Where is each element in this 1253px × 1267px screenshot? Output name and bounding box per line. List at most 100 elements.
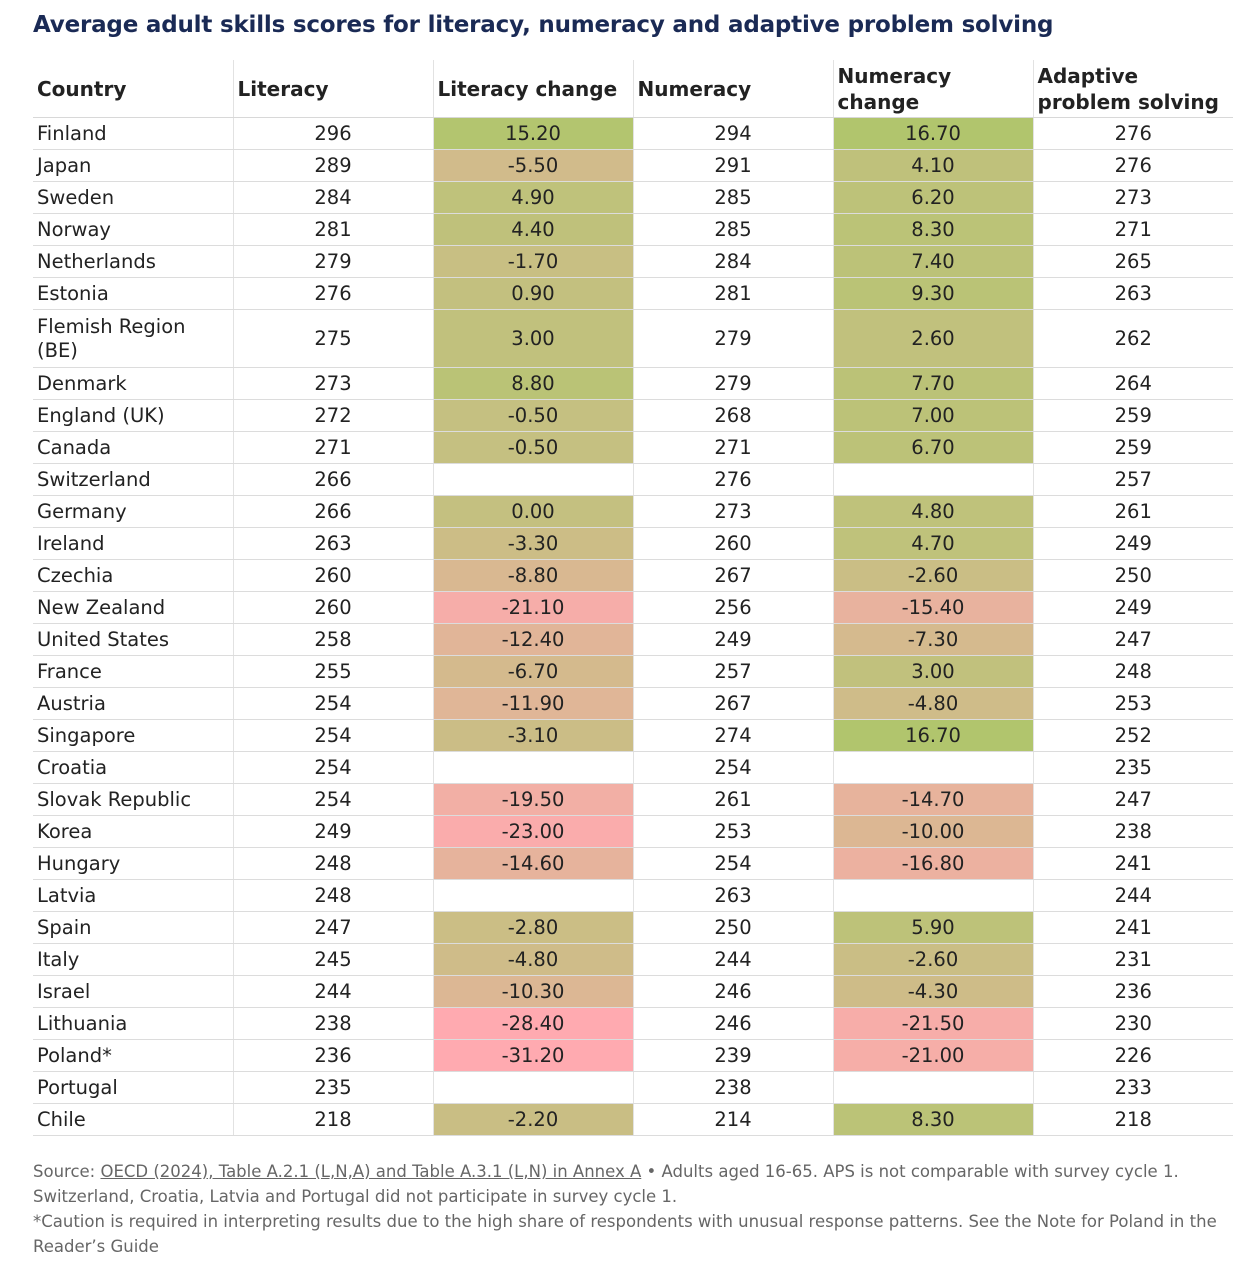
cell-country: Flemish Region (BE): [33, 309, 233, 368]
cell-adaptive-problem-solving: 252: [1032, 719, 1233, 752]
cell-literacy: 245: [232, 943, 433, 976]
cell-literacy-change: -6.70: [432, 655, 633, 688]
cell-country: United States: [33, 623, 233, 656]
source-link[interactable]: OECD (2024), Table A.2.1 (L,N,A) and Tab…: [100, 1162, 642, 1181]
table-row: Latvia 248 263 244: [33, 879, 1233, 912]
table-row: Czechia 260 -8.80 267 -2.60 250: [33, 559, 1233, 592]
cell-adaptive-problem-solving: 276: [1032, 117, 1233, 150]
cell-literacy-change: 4.90: [432, 181, 633, 214]
cell-adaptive-problem-solving: 241: [1032, 847, 1233, 880]
table-row: Portugal 235 238 233: [33, 1071, 1233, 1104]
table-row: Slovak Republic 254 -19.50 261 -14.70 247: [33, 783, 1233, 816]
cell-country: Portugal: [33, 1071, 233, 1104]
cell-adaptive-problem-solving: 247: [1032, 623, 1233, 656]
cell-country: Sweden: [33, 181, 233, 214]
cell-literacy-change: -28.40: [432, 1007, 633, 1040]
cell-adaptive-problem-solving: 264: [1032, 367, 1233, 400]
cell-numeracy-change: 7.40: [832, 245, 1033, 278]
cell-numeracy-change: 5.90: [832, 911, 1033, 944]
table-row: Denmark 273 8.80 279 7.70 264: [33, 367, 1233, 400]
cell-literacy-change: [432, 879, 633, 912]
cell-numeracy-change: 6.70: [832, 431, 1033, 464]
cell-adaptive-problem-solving: 247: [1032, 783, 1233, 816]
cell-numeracy: 246: [632, 975, 833, 1008]
cell-numeracy-change: 4.80: [832, 495, 1033, 528]
cell-numeracy-change: -2.60: [832, 943, 1033, 976]
cell-adaptive-problem-solving: 257: [1032, 463, 1233, 496]
cell-numeracy-change: 16.70: [832, 719, 1033, 752]
cell-numeracy-change: -21.00: [832, 1039, 1033, 1072]
table-row: Italy 245 -4.80 244 -2.60 231: [33, 943, 1233, 976]
table-row: United States 258 -12.40 249 -7.30 247: [33, 623, 1233, 656]
cell-numeracy: 263: [632, 879, 833, 912]
cell-numeracy-change: 4.70: [832, 527, 1033, 560]
cell-country: Ireland: [33, 527, 233, 560]
table-row: Chile 218 -2.20 214 8.30 218: [33, 1103, 1233, 1136]
cell-literacy: 254: [232, 687, 433, 720]
cell-adaptive-problem-solving: 261: [1032, 495, 1233, 528]
cell-country: Austria: [33, 687, 233, 720]
cell-country: Lithuania: [33, 1007, 233, 1040]
chart-title: Average adult skills scores for literacy…: [33, 12, 1054, 38]
cell-numeracy: 244: [632, 943, 833, 976]
cell-numeracy-change: 3.00: [832, 655, 1033, 688]
cell-numeracy-change: -14.70: [832, 783, 1033, 816]
cell-literacy: 260: [232, 591, 433, 624]
cell-adaptive-problem-solving: 250: [1032, 559, 1233, 592]
source-detail: • Adults aged 16-65. APS is not comparab…: [33, 1162, 1179, 1206]
source-note: Source: OECD (2024), Table A.2.1 (L,N,A)…: [33, 1159, 1233, 1209]
cell-literacy-change: -23.00: [432, 815, 633, 848]
cell-literacy: 289: [232, 149, 433, 182]
cell-numeracy: 276: [632, 463, 833, 496]
table-row: Croatia 254 254 235: [33, 751, 1233, 784]
cell-literacy: 244: [232, 975, 433, 1008]
cell-adaptive-problem-solving: 244: [1032, 879, 1233, 912]
cell-numeracy-change: 16.70: [832, 117, 1033, 150]
table-row: Germany 266 0.00 273 4.80 261: [33, 495, 1233, 528]
table-row: Finland 296 15.20 294 16.70 276: [33, 117, 1233, 150]
cell-literacy-change: -21.10: [432, 591, 633, 624]
cell-country: Poland*: [33, 1039, 233, 1072]
cell-adaptive-problem-solving: 238: [1032, 815, 1233, 848]
cell-numeracy-change: 6.20: [832, 181, 1033, 214]
cell-literacy-change: -5.50: [432, 149, 633, 182]
cell-literacy: 266: [232, 495, 433, 528]
cell-country: Norway: [33, 213, 233, 246]
cell-numeracy: 246: [632, 1007, 833, 1040]
cell-numeracy: 238: [632, 1071, 833, 1104]
cell-adaptive-problem-solving: 265: [1032, 245, 1233, 278]
cell-numeracy: 274: [632, 719, 833, 752]
cell-numeracy: 273: [632, 495, 833, 528]
cell-country: Singapore: [33, 719, 233, 752]
cell-literacy: 254: [232, 751, 433, 784]
cell-numeracy-change: 9.30: [832, 277, 1033, 310]
cell-numeracy: 284: [632, 245, 833, 278]
table-row: Hungary 248 -14.60 254 -16.80 241: [33, 847, 1233, 880]
cell-adaptive-problem-solving: 231: [1032, 943, 1233, 976]
cell-country: Israel: [33, 975, 233, 1008]
cell-numeracy-change: -10.00: [832, 815, 1033, 848]
cell-numeracy: 291: [632, 149, 833, 182]
cell-numeracy: 268: [632, 399, 833, 432]
cell-literacy-change: -0.50: [432, 431, 633, 464]
cell-numeracy-change: [832, 751, 1033, 784]
cell-numeracy: 249: [632, 623, 833, 656]
cell-adaptive-problem-solving: 259: [1032, 399, 1233, 432]
table-row: Sweden 284 4.90 285 6.20 273: [33, 181, 1233, 214]
cell-numeracy-change: 4.10: [832, 149, 1033, 182]
cell-numeracy-change: 7.70: [832, 367, 1033, 400]
table-row: Japan 289 -5.50 291 4.10 276: [33, 149, 1233, 182]
cell-numeracy: 254: [632, 751, 833, 784]
cell-literacy-change: [432, 1071, 633, 1104]
cell-literacy-change: -31.20: [432, 1039, 633, 1072]
cell-numeracy: 261: [632, 783, 833, 816]
cell-literacy-change: -19.50: [432, 783, 633, 816]
cell-numeracy: 279: [632, 367, 833, 400]
cell-country: Switzerland: [33, 463, 233, 496]
cell-adaptive-problem-solving: 276: [1032, 149, 1233, 182]
cell-literacy: 255: [232, 655, 433, 688]
cell-country: Chile: [33, 1103, 233, 1136]
cell-numeracy: 285: [632, 213, 833, 246]
cell-literacy-change: -4.80: [432, 943, 633, 976]
cell-literacy-change: -0.50: [432, 399, 633, 432]
